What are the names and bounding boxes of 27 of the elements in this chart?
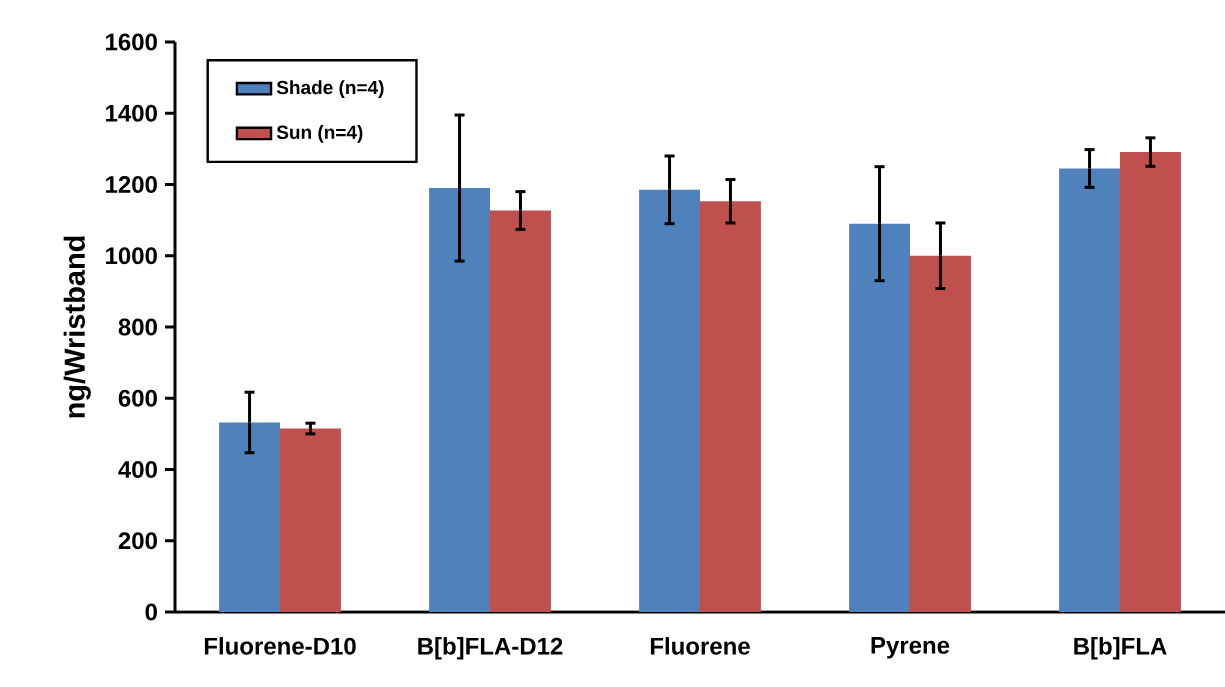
y-tick-label: 200	[118, 532, 157, 550]
y-tick-label: 800	[118, 318, 157, 336]
bar	[910, 255, 971, 612]
legend-label: Shade (n=4)	[276, 80, 384, 99]
x-tick-label: B[b]FLA-D12	[418, 637, 563, 660]
bar	[429, 188, 491, 612]
x-tick-label: Pyrene	[871, 637, 950, 659]
y-tick-label: 0	[145, 603, 157, 621]
bar	[1059, 168, 1120, 612]
bar	[219, 422, 280, 612]
y-axis-title: ng/Wristband	[63, 236, 91, 418]
x-tick-label: Fluorene-D10	[204, 637, 356, 655]
x-tick-label: B[b]FLA	[1074, 637, 1167, 660]
bar	[849, 223, 910, 612]
bar	[1120, 152, 1181, 612]
bar	[280, 428, 341, 612]
y-tick-label: 1400	[106, 104, 157, 122]
bar	[639, 189, 700, 612]
x-tick-label: Fluorene	[650, 637, 750, 655]
y-tick-label: 600	[118, 389, 157, 407]
y-tick-label: 400	[118, 461, 157, 478]
y-tick-label: 1000	[106, 247, 157, 265]
bar	[490, 210, 551, 612]
legend-label: Sun (n=4)	[276, 125, 363, 143]
y-tick-label: 1200	[106, 176, 157, 193]
bar	[700, 201, 761, 612]
y-tick-label: 1600	[106, 33, 157, 51]
